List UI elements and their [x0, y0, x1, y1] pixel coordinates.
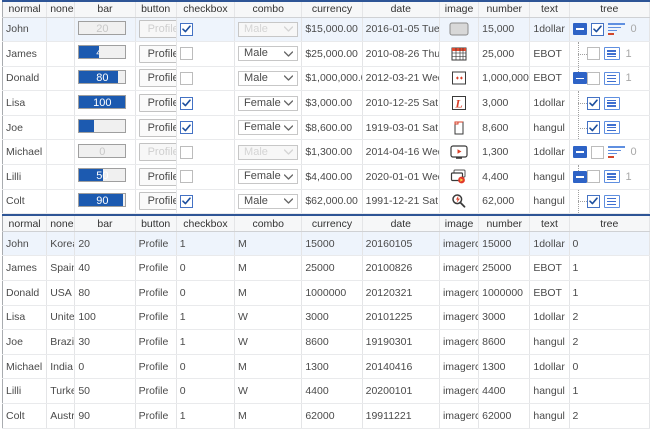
- svg-text:L: L: [454, 97, 462, 111]
